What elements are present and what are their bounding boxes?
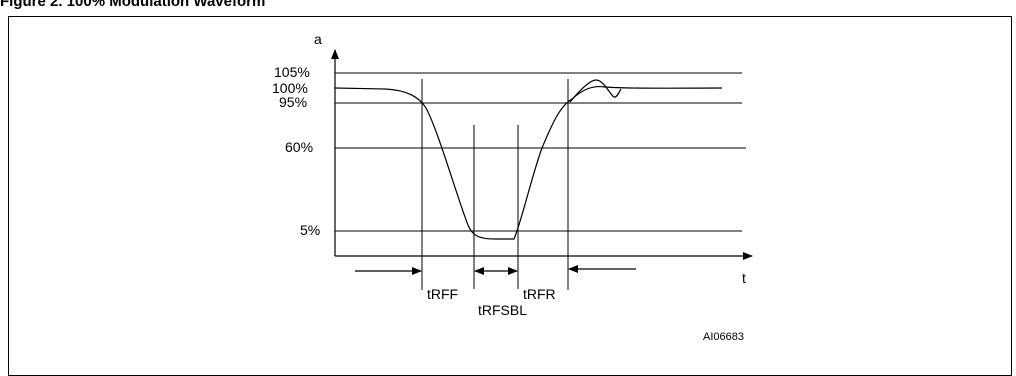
level-label-100: 100% bbox=[272, 80, 308, 96]
waveform-curve bbox=[334, 85, 723, 240]
figure-title: Figure 2. 100% Modulation Waveform bbox=[0, 0, 266, 10]
overshoot-curve bbox=[569, 79, 622, 103]
level-label-5: 5% bbox=[300, 222, 320, 238]
level-label-60: 60% bbox=[285, 139, 313, 155]
y-axis-label: a bbox=[314, 31, 322, 47]
level-label-95: 95% bbox=[279, 94, 307, 110]
label-tRFSBL: tRFSBL bbox=[478, 302, 527, 318]
waveform-diagram: a t 105% 100% 95% 60% 5% tRFF tRFR tRFSB… bbox=[272, 31, 753, 343]
label-tRFF: tRFF bbox=[427, 286, 458, 302]
figure-code: AI06683 bbox=[703, 331, 744, 343]
x-axis-label: t bbox=[742, 270, 746, 286]
level-label-105: 105% bbox=[274, 64, 310, 80]
label-tRFR: tRFR bbox=[523, 286, 556, 302]
